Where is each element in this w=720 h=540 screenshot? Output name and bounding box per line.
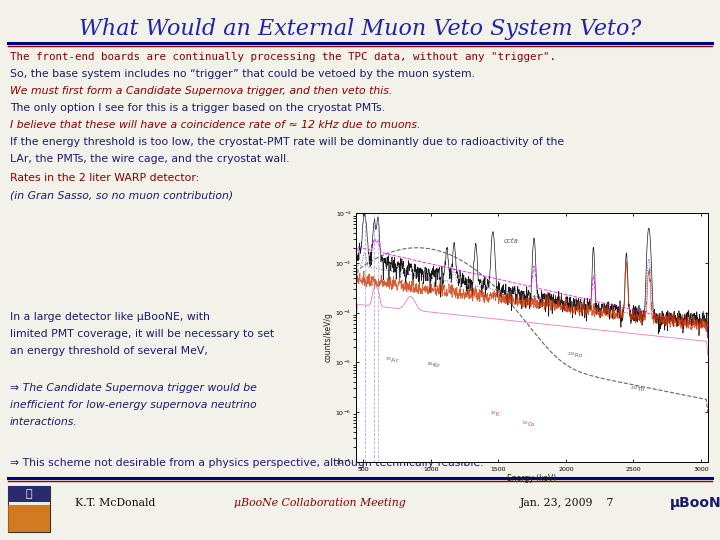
Text: an energy threshold of several MeV,: an energy threshold of several MeV, [10,346,208,356]
Text: ⇒ This scheme not desirable from a physics perspective, although technically fea: ⇒ This scheme not desirable from a physi… [10,458,484,468]
Text: μBooNE: μBooNE [670,496,720,510]
Polygon shape [8,505,50,532]
Text: Jan. 23, 2009    7: Jan. 23, 2009 7 [520,498,614,508]
Text: inefficient for low-energy supernova neutrino: inefficient for low-energy supernova neu… [10,400,256,410]
Text: ⛨: ⛨ [26,489,32,499]
Text: What Would an External Muon Veto System Veto?: What Would an External Muon Veto System … [79,18,641,40]
Text: μBooNe Collaboration Meeting: μBooNe Collaboration Meeting [234,498,406,508]
Y-axis label: counts/keV/g: counts/keV/g [323,313,333,362]
FancyBboxPatch shape [8,486,50,502]
Text: $^{85}$Kr: $^{85}$Kr [427,360,441,369]
Text: interactions.: interactions. [10,417,78,427]
Text: LAr, the PMTs, the wire cage, and the cryostat wall.: LAr, the PMTs, the wire cage, and the cr… [10,154,289,164]
Text: $^{60}$Co: $^{60}$Co [521,420,536,429]
FancyBboxPatch shape [8,486,50,532]
Text: So, the base system includes no “trigger” that could be vetoed by the muon syste: So, the base system includes no “trigger… [10,69,475,79]
Text: limited PMT coverage, it will be necessary to set: limited PMT coverage, it will be necessa… [10,329,274,339]
Text: If the energy threshold is too low, the cryostat-PMT rate will be dominantly due: If the energy threshold is too low, the … [10,137,564,147]
Text: $^{39}$Ar: $^{39}$Ar [384,355,399,364]
Text: I believe that these will have a coincidence rate of ≈ 12 kHz due to muons.: I believe that these will have a coincid… [10,120,420,130]
Text: We must first form a Candidate Supernova trigger, and then veto this.: We must first form a Candidate Supernova… [10,86,392,96]
Text: Rates in the 2 liter WARP detector:: Rates in the 2 liter WARP detector: [10,173,199,183]
Text: The only option I see for this is a trigger based on the cryostat PMTs.: The only option I see for this is a trig… [10,103,385,113]
Text: $^{222}$Rn: $^{222}$Rn [567,350,584,360]
Text: In a large detector like μBooNE, with: In a large detector like μBooNE, with [10,312,210,322]
Text: $^{40}$K: $^{40}$K [490,410,500,419]
Text: ⇒ The Candidate Supernova trigger would be: ⇒ The Candidate Supernova trigger would … [10,383,257,394]
X-axis label: Energy (keV): Energy (keV) [508,474,557,483]
Text: K.T. McDonald: K.T. McDonald [75,498,156,508]
Text: ccta: ccta [504,238,518,244]
Text: (in Gran Sasso, so no muon contribution): (in Gran Sasso, so no muon contribution) [10,190,233,200]
Text: The front-end boards are continually processing the TPC data, without any "trigg: The front-end boards are continually pro… [10,52,556,62]
Text: $^{232}$Th: $^{232}$Th [631,385,647,394]
